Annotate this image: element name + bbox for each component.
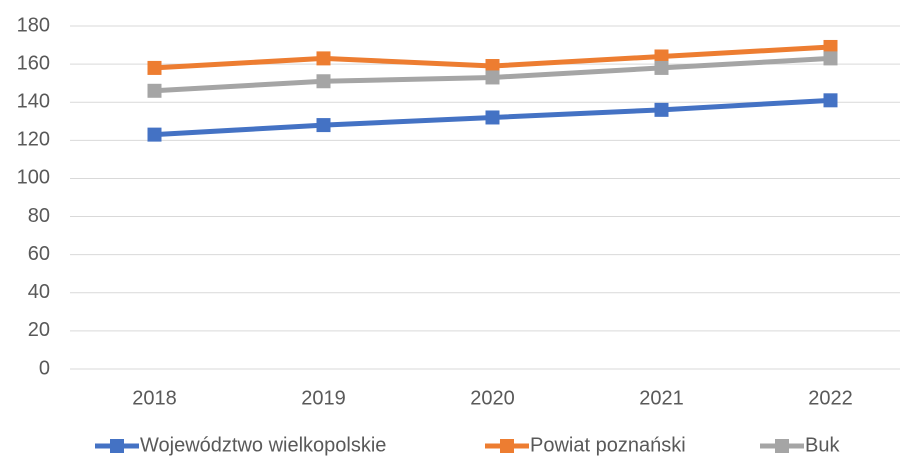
- marker: [147, 60, 162, 75]
- marker: [654, 60, 669, 75]
- legend-label: Powiat poznański: [530, 434, 686, 456]
- marker: [823, 51, 838, 66]
- legend-marker: [775, 439, 789, 453]
- y-tick-label: 120: [17, 129, 50, 151]
- marker: [316, 51, 331, 66]
- marker: [823, 93, 838, 108]
- x-tick-label: 2018: [132, 387, 177, 409]
- marker: [316, 118, 331, 133]
- y-tick-label: 80: [28, 205, 50, 227]
- marker: [316, 74, 331, 89]
- y-tick-label: 180: [17, 14, 50, 36]
- y-tick-label: 0: [39, 357, 50, 379]
- legend-label: Województwo wielkopolskie: [140, 434, 386, 456]
- y-tick-label: 160: [17, 52, 50, 74]
- legend-label: Buk: [805, 434, 840, 456]
- marker: [485, 59, 500, 74]
- x-tick-label: 2020: [470, 387, 515, 409]
- marker: [823, 39, 838, 54]
- y-tick-label: 140: [17, 91, 50, 113]
- y-tick-label: 100: [17, 167, 50, 189]
- marker: [654, 102, 669, 117]
- y-tick-label: 20: [28, 319, 50, 341]
- marker: [147, 127, 162, 142]
- legend-marker: [110, 439, 124, 453]
- marker: [654, 49, 669, 64]
- marker: [485, 110, 500, 125]
- y-tick-label: 60: [28, 243, 50, 265]
- x-tick-label: 2019: [301, 387, 346, 409]
- x-tick-label: 2021: [639, 387, 684, 409]
- marker: [485, 70, 500, 85]
- y-tick-label: 40: [28, 281, 50, 303]
- marker: [147, 83, 162, 98]
- x-tick-label: 2022: [808, 387, 853, 409]
- legend-marker: [500, 439, 514, 453]
